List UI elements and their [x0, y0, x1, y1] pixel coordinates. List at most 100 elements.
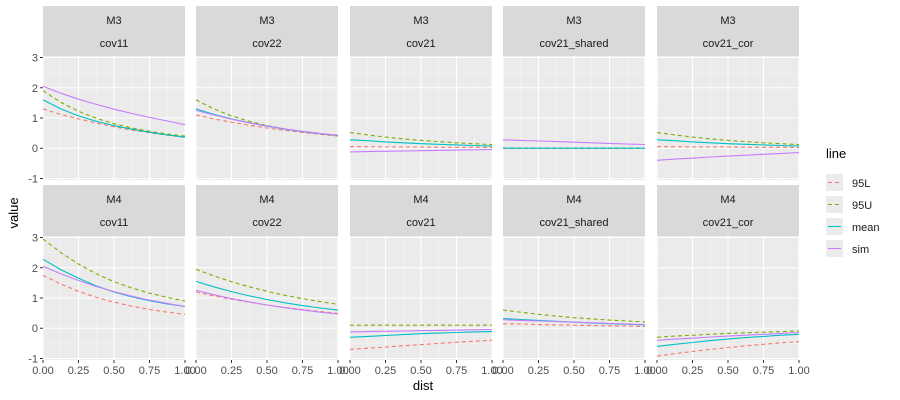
y-tick-label: 2	[32, 83, 38, 95]
y-tick-label: -1	[28, 173, 38, 185]
strip-col-label: cov22	[252, 217, 281, 229]
panel-M4-cov21_shared: M4 cov21_shared	[502, 185, 646, 360]
series-line-95U	[656, 330, 800, 338]
series-line-95U	[42, 238, 186, 302]
strip-col-label: cov21_shared	[539, 217, 608, 229]
x-tick-label: 1.00	[788, 365, 809, 377]
legend-label: sim	[852, 244, 869, 256]
series-line-sim	[195, 109, 339, 136]
x-tick-label: 0.00	[32, 365, 53, 377]
y-tick-label: 0	[32, 143, 38, 155]
strip-background	[350, 6, 492, 56]
series-line-95L	[349, 339, 493, 350]
series-line-sim	[349, 328, 493, 333]
strip-background	[43, 185, 185, 236]
panel-M3-cov21_shared: M3 cov21_shared	[502, 6, 646, 180]
panel-M4-cov11: M4 cov11	[42, 185, 186, 360]
x-tick-label: 0.50	[717, 365, 738, 377]
strip-row-label: M3	[259, 15, 274, 27]
legend-title: line	[826, 146, 846, 161]
series-line-95U	[195, 268, 339, 305]
legend-item-sim: sim	[826, 240, 869, 257]
legend-key-background	[826, 196, 843, 213]
panel-M3-cov22: M3 cov22	[195, 6, 339, 180]
series-line-sim	[349, 148, 493, 153]
x-tick-label: 0.25	[221, 365, 242, 377]
series-line-95L	[502, 323, 646, 327]
strip-background	[503, 185, 645, 236]
panel-M3-cov21_cor: M3 cov21_cor	[656, 6, 800, 180]
x-tick-label: 0.00	[185, 365, 206, 377]
series-line-95L	[656, 341, 800, 357]
x-axis-title: dist	[413, 378, 434, 393]
strip-background	[196, 6, 338, 56]
y-tick-label: 0	[32, 323, 38, 335]
x-tick-label: 0.00	[339, 365, 360, 377]
legend-key-background	[826, 174, 843, 191]
legend-item-mean: mean	[826, 218, 880, 235]
series-line-95L	[657, 146, 800, 149]
series-line-mean	[195, 280, 339, 311]
panel-M3-cov21: M3 cov21	[349, 6, 493, 180]
series-line-mean	[42, 99, 186, 138]
strip-col-label: cov21_cor	[703, 217, 754, 229]
strip-row-label: M3	[413, 15, 428, 27]
legend-item-95U: 95U	[826, 196, 872, 213]
series-line-sim	[656, 331, 800, 341]
y-tick-label: 1	[32, 293, 38, 305]
strip-col-label: cov21_cor	[703, 38, 754, 50]
x-tick-label: 1.00	[481, 365, 502, 377]
series-line-95L	[350, 146, 493, 149]
series-line-sim	[502, 319, 646, 326]
series-line-mean	[349, 331, 493, 338]
legend: line 95L 95U mean sim	[826, 146, 880, 257]
y-tick-label: 2	[32, 263, 38, 275]
series-line-sim	[42, 85, 186, 126]
panels-layer: M3 cov11 M3 cov22 M3 cov21 M3 cov21_shared M3 cov…	[42, 6, 800, 360]
y-tick-label: 1	[32, 113, 38, 125]
series-line-sim	[502, 139, 646, 146]
strip-background	[43, 6, 185, 56]
strip-background	[196, 185, 338, 236]
strip-col-label: cov21_shared	[539, 38, 608, 50]
x-tick-label: 1.00	[327, 365, 348, 377]
strip-row-label: M3	[106, 15, 121, 27]
strip-row-label: M3	[720, 15, 735, 27]
series-line-mean	[656, 333, 800, 347]
strip-col-label: cov21	[406, 38, 435, 50]
legend-item-95L: 95L	[826, 174, 870, 191]
legend-label: 95L	[852, 178, 870, 190]
strip-background	[657, 6, 799, 56]
y-tick-label: -1	[28, 353, 38, 365]
x-tick-label: 0.00	[646, 365, 667, 377]
x-tick-label: 1.00	[174, 365, 195, 377]
y-tick-label: 3	[32, 233, 38, 245]
x-tick-label: 0.75	[599, 365, 620, 377]
strip-col-label: cov22	[252, 38, 281, 50]
x-tick-label: 0.50	[256, 365, 277, 377]
legend-label: mean	[852, 222, 880, 234]
x-tick-label: 0.75	[446, 365, 467, 377]
legend-label: 95U	[852, 200, 872, 212]
strip-row-label: M4	[413, 194, 428, 206]
series-line-sim	[42, 265, 186, 308]
series-line-95U	[42, 90, 186, 137]
series-line-95L	[195, 114, 339, 137]
strip-col-label: cov21	[406, 217, 435, 229]
y-tick-label: 3	[32, 53, 38, 65]
strip-row-label: M3	[566, 15, 581, 27]
series-line-95U	[349, 131, 493, 146]
series-line-sim	[195, 289, 339, 315]
x-tick-label: 0.50	[103, 365, 124, 377]
x-tick-label: 1.00	[634, 365, 655, 377]
x-tick-label: 0.75	[753, 365, 774, 377]
series-line-95U	[656, 131, 800, 146]
strip-row-label: M4	[106, 194, 121, 206]
x-tick-label: 0.50	[410, 365, 431, 377]
strip-row-label: M4	[566, 194, 581, 206]
strip-background	[503, 6, 645, 56]
strip-background	[350, 185, 492, 236]
series-line-sim	[656, 151, 800, 161]
y-axis-title: value	[6, 197, 21, 228]
